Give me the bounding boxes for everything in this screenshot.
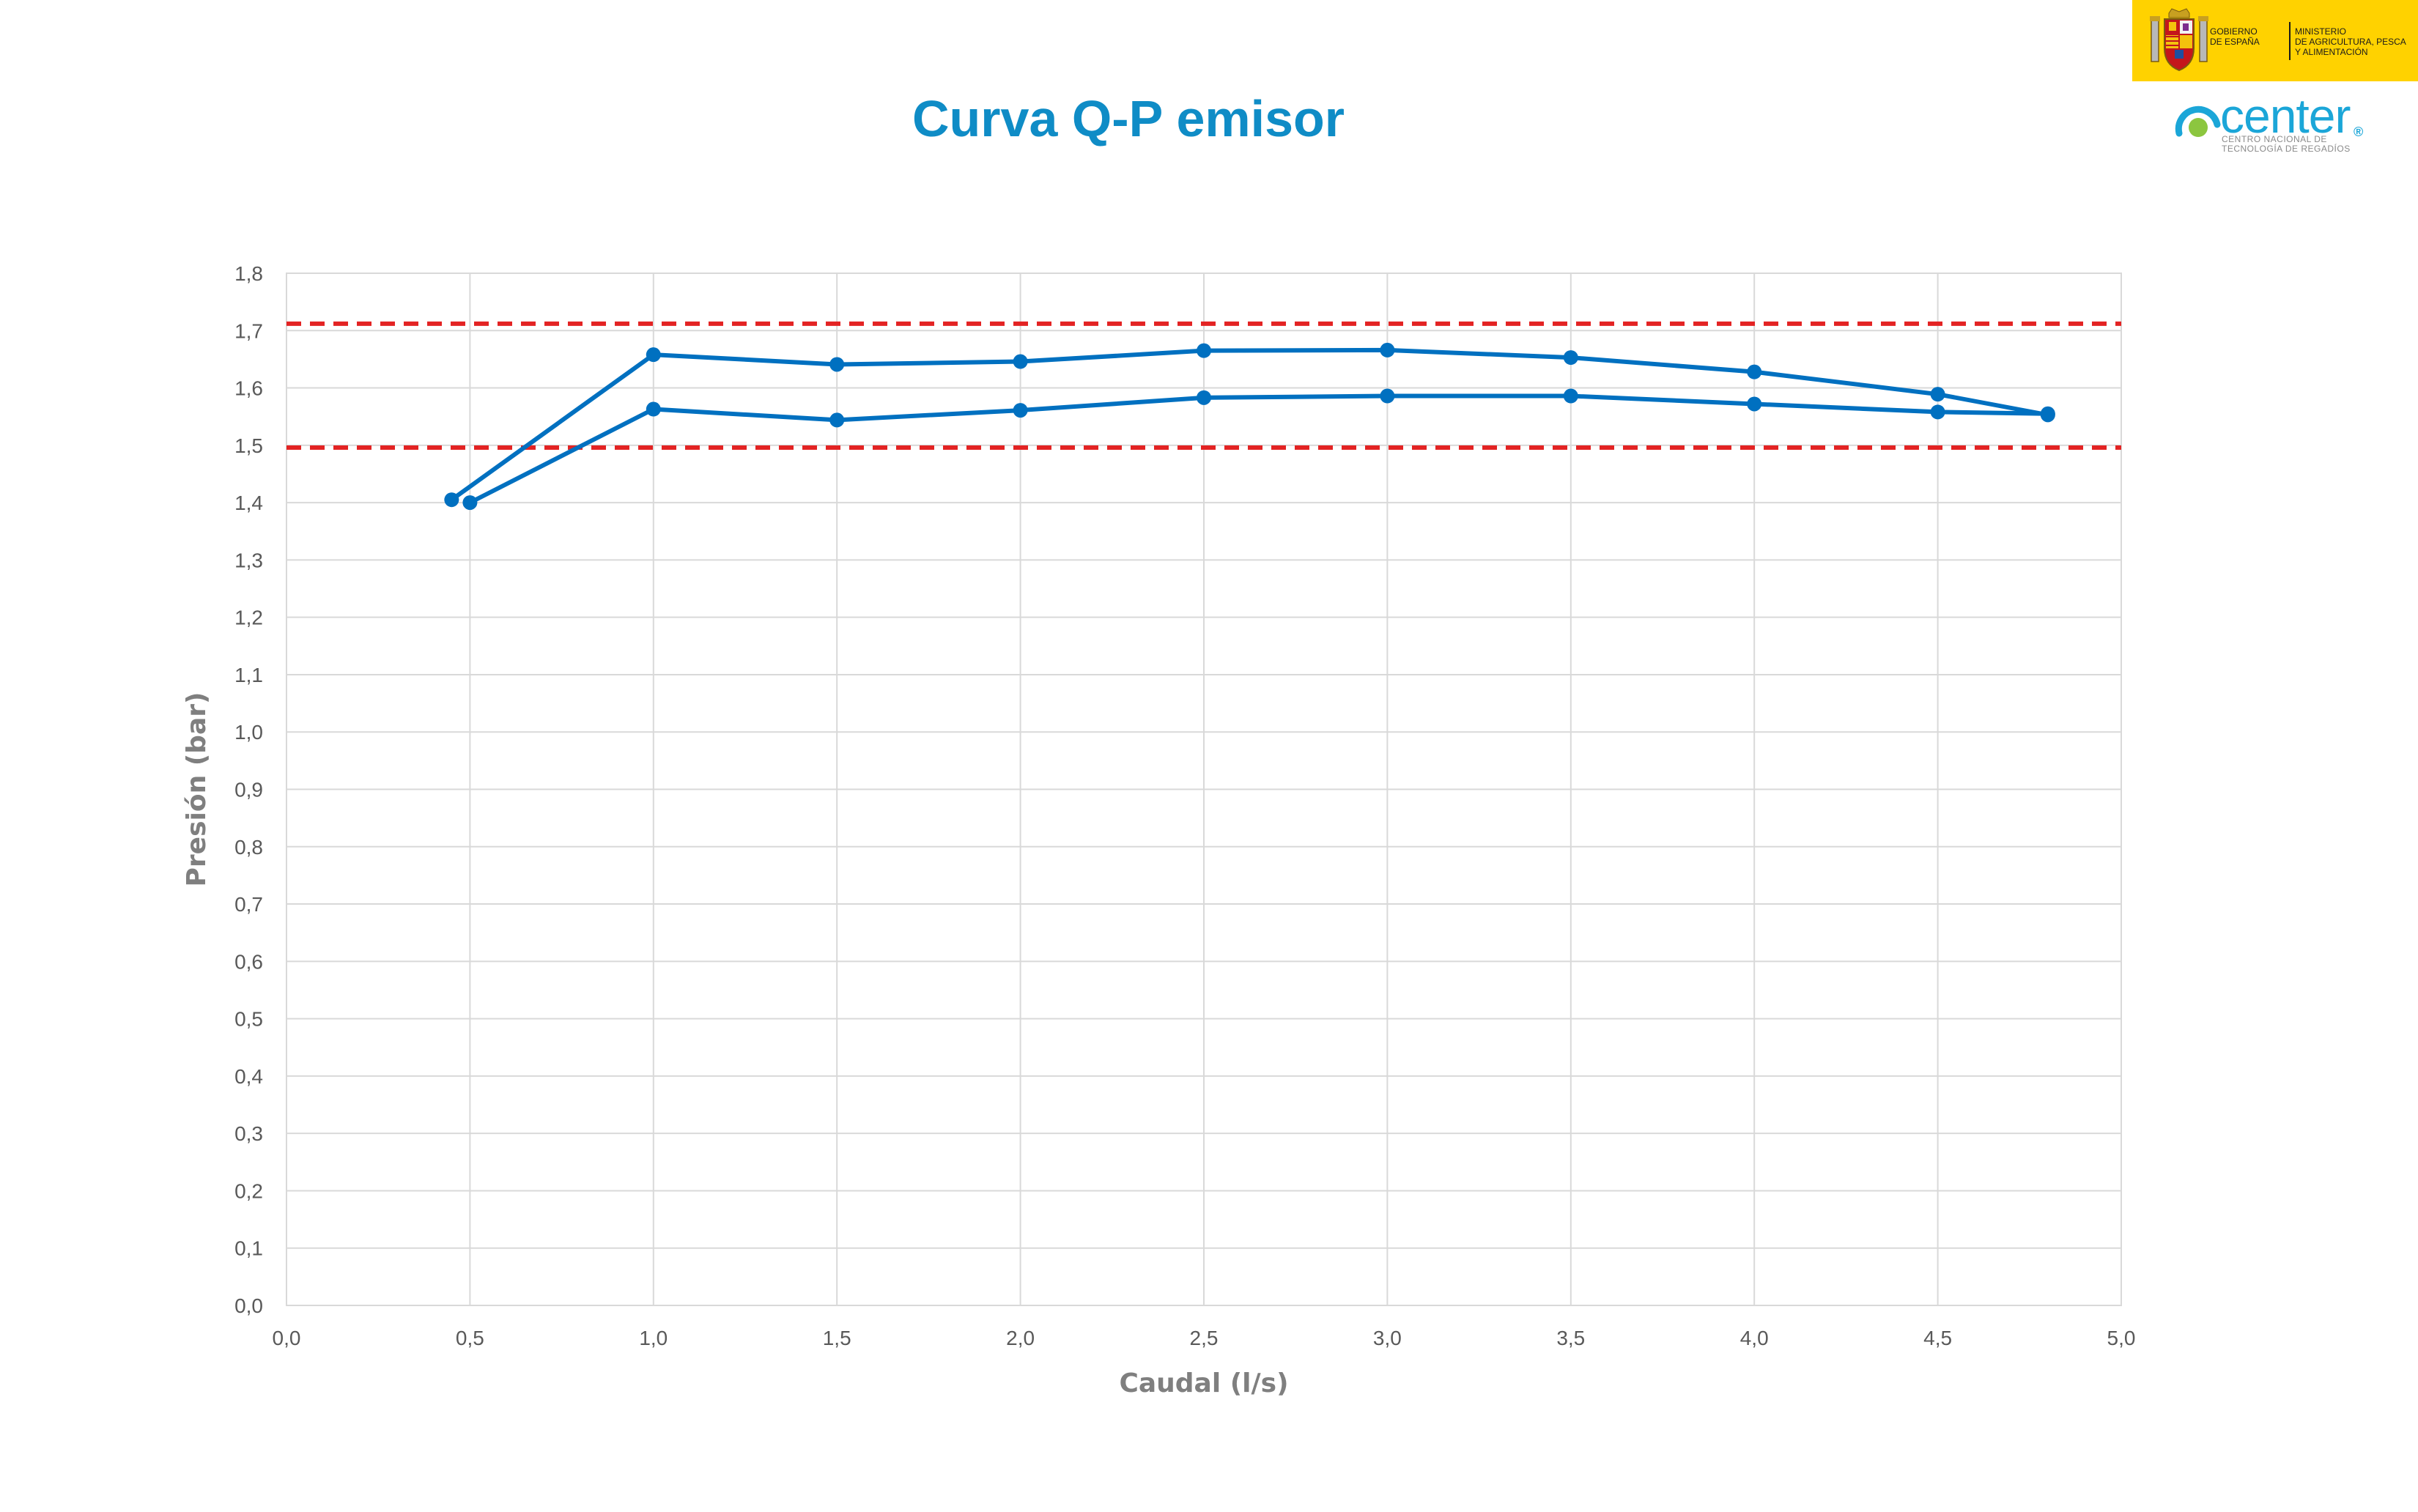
y-tick-label: 0,2 [234, 1179, 263, 1202]
data-point [2040, 406, 2055, 421]
y-tick-label: 1,5 [234, 434, 263, 457]
data-point [829, 412, 845, 428]
x-tick-label: 0,5 [456, 1327, 484, 1349]
y-tick-label: 0,9 [234, 779, 263, 801]
y-axis-title: Presión (bar) [182, 692, 212, 887]
x-tick-label: 4,0 [1740, 1327, 1769, 1349]
y-tick-label: 1,8 [234, 262, 263, 285]
data-point [1563, 388, 1578, 404]
data-point [1197, 390, 1211, 405]
series-points [444, 342, 2055, 511]
x-tick-label: 1,5 [823, 1327, 851, 1349]
x-tick-label: 1,0 [639, 1327, 668, 1349]
center-wordmark: center [2220, 89, 2351, 143]
series-line [450, 347, 2049, 502]
data-point [1930, 404, 1945, 420]
y-tick-label: 0,5 [234, 1008, 263, 1031]
x-tick-label: 2,0 [1006, 1327, 1035, 1349]
data-point [1013, 354, 1028, 369]
y-tick-label: 1,1 [234, 664, 263, 686]
y-tick-label: 1,0 [234, 721, 263, 744]
x-tick-label: 3,5 [1556, 1327, 1585, 1349]
y-tick-label: 0,8 [234, 836, 263, 859]
x-tick-label: 4,5 [1923, 1327, 1952, 1349]
government-logo: GOBIERNO DE ESPAÑA MINISTERIO DE AGRICUL… [2132, 0, 2418, 81]
x-tick-label: 5,0 [2107, 1327, 2136, 1349]
reference-lines [286, 321, 2121, 450]
x-tick-labels: 0,0 0,5 1,0 1,5 2,0 2,5 3,0 3,5 4,0 4,5 5,0 [273, 1327, 2136, 1349]
logo-separator [2289, 22, 2291, 60]
x-tick-label: 0,0 [273, 1327, 301, 1349]
series-lines [450, 347, 2049, 505]
y-tick-labels: 0,0 0,1 0,2 0,3 0,4 0,5 0,6 0,7 0,8 0,9 1,0 1,1 1,2 1… [234, 262, 263, 1317]
y-tick-label: 1,6 [234, 377, 263, 400]
y-tick-label: 0,0 [234, 1294, 263, 1317]
y-tick-label: 0,3 [234, 1122, 263, 1145]
center-logo: center ® CENTRO NACIONAL DE TECNOLOGÍA D… [2175, 89, 2367, 166]
y-tick-label: 1,2 [234, 607, 263, 629]
center-swirl-icon [2175, 105, 2221, 137]
data-point [1013, 403, 1028, 418]
y-tick-label: 0,6 [234, 950, 263, 973]
y-tick-label: 0,4 [234, 1065, 263, 1088]
y-tick-label: 1,4 [234, 492, 263, 514]
government-name: GOBIERNO DE ESPAÑA [2210, 26, 2260, 47]
y-tick-label: 0,1 [234, 1237, 263, 1260]
data-point [444, 492, 459, 508]
y-tick-label: 0,7 [234, 893, 263, 916]
data-point [462, 495, 478, 511]
x-tick-label: 2,5 [1190, 1327, 1219, 1349]
data-point [1380, 388, 1395, 404]
data-point [646, 347, 661, 363]
registered-mark: ® [2354, 125, 2364, 139]
plot-border [286, 273, 2122, 1306]
center-tagline: CENTRO NACIONAL DE TECNOLOGÍA DE REGADÍO… [2222, 134, 2351, 154]
data-point [829, 357, 845, 372]
plot-frame [286, 273, 2122, 1306]
data-point [1930, 387, 1945, 402]
x-axis-title: Caudal (l/s) [1119, 1368, 1288, 1398]
chart-title: Curva Q-P emisor [912, 90, 1345, 147]
data-point [1197, 343, 1211, 358]
data-point [1747, 396, 1762, 412]
data-point [1747, 364, 1762, 379]
series-line [469, 393, 2048, 505]
x-tick-label: 3,0 [1373, 1327, 1402, 1349]
data-point [1563, 350, 1578, 366]
data-point [646, 401, 661, 417]
y-tick-label: 1,3 [234, 549, 263, 571]
spain-crest-icon [2150, 8, 2208, 72]
ministry-name: MINISTERIO DE AGRICULTURA, PESCA Y ALIME… [2295, 26, 2406, 57]
data-point [1380, 342, 1395, 357]
y-tick-label: 1,7 [234, 319, 263, 342]
